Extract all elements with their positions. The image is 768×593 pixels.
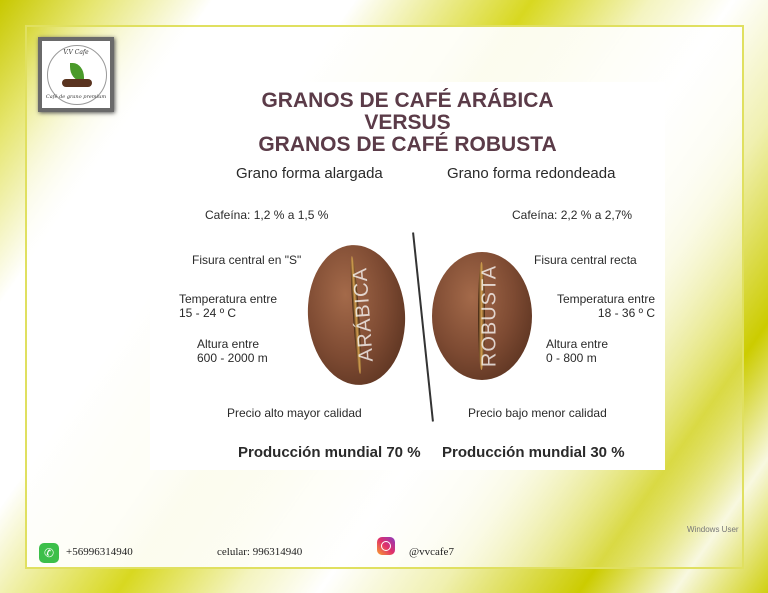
whatsapp-number: +56996314940: [66, 546, 133, 558]
coffee-beans-icon: [62, 79, 92, 87]
robusta-caffeine: Cafeína: 2,2 % a 2,7%: [512, 208, 633, 222]
robusta-bean-image: ROBUSTA: [432, 252, 532, 380]
altitude-value: 600 - 2000 m: [197, 351, 268, 365]
bean-fissure: [478, 262, 485, 370]
author-label: Windows User: [687, 525, 739, 534]
title-line: GRANOS DE CAFÉ ARÁBICA: [261, 89, 554, 112]
title-line: VERSUS: [364, 111, 451, 134]
title-line: GRANOS DE CAFÉ ROBUSTA: [258, 133, 557, 156]
arabica-fissure: Fisura central en "S": [192, 253, 302, 267]
whatsapp-icon[interactable]: ✆: [39, 543, 59, 563]
instagram-icon[interactable]: [377, 537, 395, 555]
altitude-value: 0 - 800 m: [546, 351, 597, 365]
leaf-icon: [70, 63, 84, 81]
altitude-label: Altura entre: [197, 337, 260, 351]
arabica-production: Producción mundial 70 %: [238, 444, 421, 461]
robusta-temperature: Temperatura entre 18 - 36 º C: [557, 292, 655, 320]
robusta-fissure: Fisura central recta: [534, 253, 637, 267]
temp-label: Temperatura entre: [556, 292, 655, 306]
robusta-production: Producción mundial 30 %: [442, 444, 625, 461]
robusta-shape: Grano forma redondeada: [447, 165, 616, 182]
arabica-altitude: Altura entre 600 - 2000 m: [197, 337, 268, 365]
arabica-caffeine: Cafeína: 1,2 % a 1,5 %: [205, 208, 329, 222]
temp-value: 18 - 36 º C: [597, 306, 655, 320]
robusta-bean-label: ROBUSTA: [478, 264, 501, 368]
logo-ring: [47, 45, 107, 105]
infographic-title: GRANOS DE CAFÉ ARÁBICA VERSUS GRANOS DE …: [150, 90, 665, 156]
altitude-label: Altura entre: [546, 337, 609, 351]
arabica-bean-label: ARÁBICA: [349, 266, 379, 363]
logo-bottom-text: Café de grano premium: [45, 94, 107, 100]
infographic: GRANOS DE CAFÉ ARÁBICA VERSUS GRANOS DE …: [150, 82, 665, 470]
robusta-altitude: Altura entre 0 - 800 m: [546, 337, 608, 365]
arabica-temperature: Temperatura entre 15 - 24 º C: [179, 292, 277, 320]
logo: V.V Cafe Café de grano premium: [38, 37, 114, 112]
arabica-shape: Grano forma alargada: [236, 165, 383, 182]
arabica-price: Precio alto mayor calidad: [227, 406, 362, 420]
robusta-price: Precio bajo menor calidad: [468, 406, 607, 420]
logo-top-text: V.V Cafe: [63, 49, 89, 56]
instagram-handle: @vvcafe7: [409, 546, 454, 558]
temp-label: Temperatura entre: [179, 292, 278, 306]
temp-value: 15 - 24 º C: [179, 306, 237, 320]
coffee-branch-image: [412, 232, 434, 422]
cellphone-number: celular: 996314940: [217, 546, 303, 558]
arabica-bean-image: ARÁBICA: [303, 241, 410, 389]
